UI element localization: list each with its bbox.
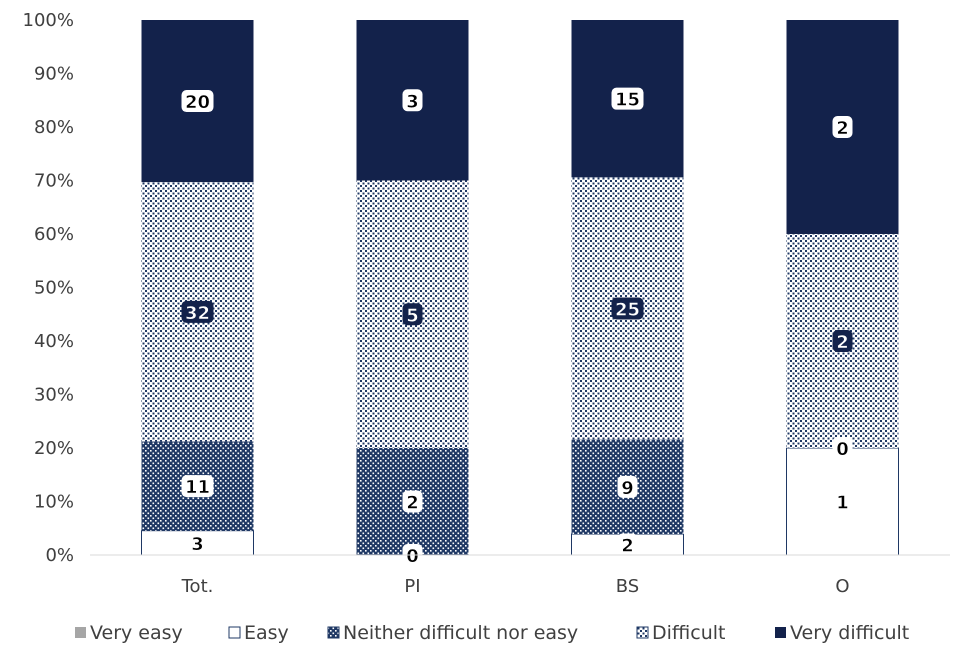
data-label: 3: [406, 91, 419, 112]
data-label: 0: [836, 439, 849, 460]
legend-label: Neither difficult nor easy: [343, 622, 578, 644]
legend: Very easy Easy Neither difficult nor easy D…: [75, 622, 909, 644]
legend-swatch: [327, 626, 340, 639]
legend-swatch: [75, 627, 86, 638]
legend-label: Easy: [244, 622, 289, 644]
y-tick-label: 90%: [34, 64, 74, 85]
data-label: 25: [615, 299, 640, 320]
data-label: 2: [836, 332, 849, 353]
x-axis: Tot. PI BS O: [90, 554, 950, 597]
y-tick-label: 40%: [34, 331, 74, 352]
data-label-box: [181, 90, 214, 113]
data-label: 2: [406, 493, 419, 514]
data-label-box: [187, 531, 208, 554]
legend-swatch: [636, 626, 649, 639]
data-label-box: [181, 300, 214, 323]
y-tick-label: 30%: [34, 385, 74, 406]
y-tick-label: 20%: [34, 438, 74, 459]
category-label: BS: [616, 576, 639, 597]
data-label-box: [617, 475, 638, 498]
data-label: 9: [621, 478, 634, 499]
data-label: 32: [185, 303, 210, 324]
y-tick-label: 100%: [23, 10, 74, 31]
category-label: O: [835, 576, 849, 597]
category-label: Tot.: [181, 576, 214, 597]
data-label: 15: [615, 90, 640, 111]
data-label-box: [832, 437, 853, 459]
data-label: 3: [191, 534, 204, 555]
data-label-box: [402, 303, 423, 326]
data-label: 20: [185, 92, 210, 113]
data-label-box: [617, 533, 638, 556]
legend-label: Very difficult: [790, 622, 909, 644]
y-axis: 0% 10% 20% 30% 40% 50% 60% 70% 80% 90% 100%: [23, 10, 74, 566]
data-label-box: [181, 475, 214, 498]
data-label: 2: [836, 118, 849, 139]
y-tick-label: 70%: [34, 171, 74, 192]
legend-label: Difficult: [652, 622, 726, 644]
bars: [141, 20, 899, 556]
legend-label: Very easy: [90, 622, 183, 644]
data-label: 2: [621, 536, 634, 557]
data-label-box: [402, 490, 423, 513]
y-tick-label: 60%: [34, 224, 74, 245]
data-label-box: [832, 490, 853, 513]
data-label: 11: [185, 477, 210, 498]
data-label: 1: [836, 493, 849, 514]
data-label: 5: [406, 305, 419, 326]
y-tick-label: 80%: [34, 117, 74, 138]
y-tick-label: 0%: [45, 545, 74, 566]
y-tick-label: 10%: [34, 492, 74, 513]
data-label-box: [611, 297, 644, 320]
data-label-box: [832, 330, 853, 352]
category-label: PI: [404, 576, 420, 597]
data-label-box: [832, 116, 853, 138]
y-tick-label: 50%: [34, 278, 74, 299]
legend-swatch: [775, 627, 786, 638]
data-label-box: [611, 87, 644, 110]
legend-swatch: [228, 626, 241, 639]
data-label-box: [402, 89, 423, 112]
data-label: 0: [406, 546, 419, 567]
